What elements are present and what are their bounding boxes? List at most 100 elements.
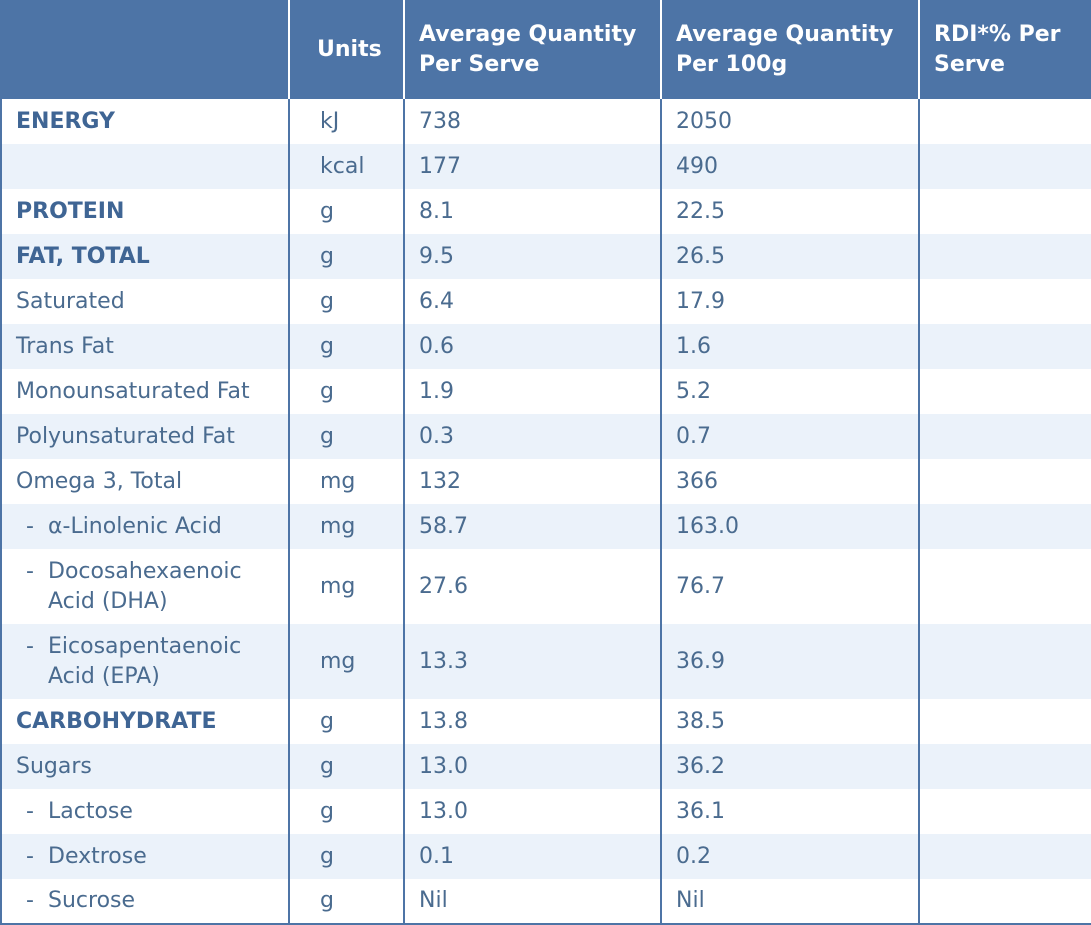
nutrient-name-text: Docosahexaenoic Acid (DHA): [48, 558, 242, 614]
value-per-serve: 13.3: [403, 624, 661, 699]
nutrient-unit: mg: [288, 624, 404, 699]
sub-item-dash: -: [26, 513, 34, 539]
table-row: - Dextrose g 0.1 0.2: [0, 834, 1091, 879]
table-row: Omega 3, Total mg 132 366: [0, 459, 1091, 504]
table-row: ENERGY kJ 738 2050: [0, 99, 1091, 144]
nutrient-unit: g: [288, 699, 404, 744]
value-rdi: [918, 549, 1091, 624]
table-row: CARBOHYDRATE g 13.8 38.5: [0, 699, 1091, 744]
value-per-100g: 163.0: [660, 504, 919, 549]
value-rdi: [918, 744, 1091, 789]
header-per-100g: Average Quantity Per 100g: [660, 0, 919, 99]
value-per-100g: 36.1: [660, 789, 919, 834]
table-row: Sugars g 13.0 36.2: [0, 744, 1091, 789]
nutrient-name: Sugars: [0, 744, 289, 789]
value-per-serve: 13.8: [403, 699, 661, 744]
header-rdi: RDI*% Per Serve: [918, 0, 1091, 99]
value-per-100g: 1.6: [660, 324, 919, 369]
nutrient-unit: g: [288, 789, 404, 834]
value-per-serve: 177: [403, 144, 661, 189]
nutrient-name: Polyunsaturated Fat: [0, 414, 289, 459]
nutrient-name-text: Lactose: [48, 798, 133, 824]
value-per-serve: 13.0: [403, 744, 661, 789]
value-per-100g: 76.7: [660, 549, 919, 624]
table-row: Monounsaturated Fat g 1.9 5.2: [0, 369, 1091, 414]
nutrient-name: [0, 144, 289, 189]
value-per-serve: 58.7: [403, 504, 661, 549]
value-rdi: [918, 789, 1091, 834]
value-rdi: [918, 504, 1091, 549]
value-per-serve: 0.6: [403, 324, 661, 369]
value-per-100g: 490: [660, 144, 919, 189]
value-rdi: [918, 459, 1091, 504]
value-per-100g: 22.5: [660, 189, 919, 234]
nutrient-name-text: α-Linolenic Acid: [48, 513, 222, 539]
value-rdi: [918, 414, 1091, 459]
sub-item-dash: -: [26, 633, 34, 659]
value-per-100g: 5.2: [660, 369, 919, 414]
value-per-100g: 0.7: [660, 414, 919, 459]
nutrient-unit: mg: [288, 504, 404, 549]
nutrient-unit: g: [288, 414, 404, 459]
value-per-serve: 13.0: [403, 789, 661, 834]
nutrient-name-text: Eicosapentaenoic Acid (EPA): [48, 633, 242, 689]
nutrient-name: - α-Linolenic Acid: [0, 504, 289, 549]
value-rdi: [918, 834, 1091, 879]
table-row: FAT, TOTAL g 9.5 26.5: [0, 234, 1091, 279]
value-per-serve: 9.5: [403, 234, 661, 279]
nutrient-unit: g: [288, 234, 404, 279]
value-rdi: [918, 699, 1091, 744]
nutrient-unit: g: [288, 324, 404, 369]
value-rdi: [918, 324, 1091, 369]
value-rdi: [918, 624, 1091, 699]
sub-item-dash: -: [26, 558, 34, 584]
value-per-100g: 38.5: [660, 699, 919, 744]
table-header-row: Units Average Quantity Per Serve Average…: [0, 0, 1091, 99]
sub-item-dash: -: [26, 888, 34, 913]
value-per-100g: 36.9: [660, 624, 919, 699]
sub-item-dash: -: [26, 843, 34, 869]
nutrient-name: CARBOHYDRATE: [0, 699, 289, 744]
nutrient-unit: g: [288, 834, 404, 879]
value-per-100g: 366: [660, 459, 919, 504]
nutrient-name: Trans Fat: [0, 324, 289, 369]
nutrient-name: - Sucrose: [0, 879, 289, 925]
value-per-serve: 6.4: [403, 279, 661, 324]
nutrient-name-text: Dextrose: [48, 843, 147, 869]
nutrient-unit: kJ: [288, 99, 404, 144]
sub-item-dash: -: [26, 798, 34, 824]
table-row: - Eicosapentaenoic Acid (EPA) mg 13.3 36.…: [0, 624, 1091, 699]
nutrient-unit: g: [288, 744, 404, 789]
value-per-100g: 17.9: [660, 279, 919, 324]
nutrient-name: Monounsaturated Fat: [0, 369, 289, 414]
value-per-serve: Nil: [403, 879, 661, 925]
nutrient-unit: g: [288, 369, 404, 414]
value-per-serve: 132: [403, 459, 661, 504]
nutrient-name: - Docosahexaenoic Acid (DHA): [0, 549, 289, 624]
table-row: Polyunsaturated Fat g 0.3 0.7: [0, 414, 1091, 459]
table-row: - Lactose g 13.0 36.1: [0, 789, 1091, 834]
header-name: [0, 0, 289, 99]
nutrient-name: - Eicosapentaenoic Acid (EPA): [0, 624, 289, 699]
value-rdi: [918, 369, 1091, 414]
nutrient-unit: mg: [288, 459, 404, 504]
value-rdi: [918, 879, 1091, 925]
value-per-serve: 1.9: [403, 369, 661, 414]
table-row: Saturated g 6.4 17.9: [0, 279, 1091, 324]
nutrient-unit: g: [288, 879, 404, 925]
table-row: - Sucrose g Nil Nil: [0, 879, 1091, 925]
value-per-serve: 8.1: [403, 189, 661, 234]
nutrient-name: - Dextrose: [0, 834, 289, 879]
value-per-serve: 738: [403, 99, 661, 144]
nutrient-name: FAT, TOTAL: [0, 234, 289, 279]
value-per-serve: 0.3: [403, 414, 661, 459]
table-row: PROTEIN g 8.1 22.5: [0, 189, 1091, 234]
nutrient-name: PROTEIN: [0, 189, 289, 234]
value-per-serve: 0.1: [403, 834, 661, 879]
header-units: Units: [288, 0, 404, 99]
table-row: - Docosahexaenoic Acid (DHA) mg 27.6 76.7: [0, 549, 1091, 624]
nutrient-unit: kcal: [288, 144, 404, 189]
table-row: Trans Fat g 0.6 1.6: [0, 324, 1091, 369]
value-rdi: [918, 234, 1091, 279]
